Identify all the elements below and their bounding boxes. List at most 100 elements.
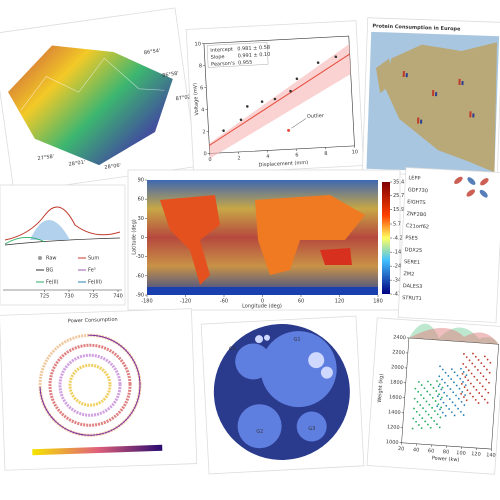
decor-point (464, 376, 467, 378)
x-tick-label: 725 (40, 294, 50, 300)
decor-point (477, 402, 480, 404)
decor-point (413, 407, 415, 410)
decor-point (436, 423, 438, 426)
decor-point (419, 404, 422, 406)
x-tick-label: 140 (486, 452, 496, 459)
decor-point (426, 390, 429, 393)
row-label: ZNF2B0 (406, 211, 426, 218)
decor-point (485, 378, 488, 381)
decor-point (463, 386, 466, 388)
x-tick-label: 120 (335, 299, 345, 305)
colorbar-label: -24.1 (393, 264, 406, 270)
x-tick-label: -180 (141, 299, 152, 305)
row-label: C21orf62 (406, 223, 429, 230)
decor-point (433, 410, 436, 412)
decor-point (473, 375, 476, 378)
decor-point (443, 391, 446, 394)
decor-point (430, 416, 433, 419)
axis-label: 28°01' (68, 159, 85, 167)
decor-point (472, 395, 474, 398)
decor-point (461, 390, 464, 393)
decor-point (420, 427, 423, 430)
chart-title: Power Consumption (68, 317, 118, 325)
x-tick-label: 180 (373, 299, 383, 305)
decor-point (483, 355, 486, 358)
decor-point (462, 381, 464, 383)
decor-point (438, 426, 441, 429)
x-tick-label: 60 (298, 299, 304, 305)
x-tick-label: 740 (113, 294, 123, 300)
decor-point (437, 403, 440, 406)
decor-point (481, 395, 483, 398)
colorbar-label: -4.2 (393, 236, 403, 242)
decor-point (487, 391, 490, 394)
decor-point (431, 406, 433, 409)
decor-point (415, 410, 418, 413)
decor-point (417, 424, 420, 426)
decor-point (414, 387, 417, 390)
x-tick-label: 0 (208, 157, 211, 163)
decor-point (422, 397, 425, 400)
correlation-panel: LEPP GDF730 EIGHTS ZNF2B0 C21orf62 PSE5 DDX25 S… (397, 167, 500, 323)
decor-point (454, 404, 457, 407)
decor-point (472, 385, 475, 388)
y-tick-label: -30 (136, 254, 144, 260)
decor-point (437, 395, 439, 398)
decor-point (437, 385, 440, 388)
annotation: Outlier (307, 113, 325, 120)
decor-point (474, 365, 476, 368)
y-tick-label: 2000 (391, 364, 404, 371)
decor-point (488, 381, 490, 384)
y-tick-label: 1600 (389, 394, 402, 401)
decor-point (411, 427, 414, 430)
x-tick-label: 80 (443, 449, 450, 455)
y-axis-label: Latitude (deg) (132, 219, 138, 255)
decor-point (478, 392, 481, 394)
decor-point (436, 380, 438, 383)
decor-point (438, 383, 441, 386)
legend-label: Sum (88, 256, 99, 262)
decor-point (445, 404, 448, 407)
decor-point (482, 375, 485, 378)
colorbar-label: -34 (393, 278, 401, 284)
decor-point (462, 414, 465, 416)
bubble-label: G3 (308, 426, 315, 432)
decor-point (460, 400, 463, 403)
decor-point (460, 382, 463, 385)
y-tick-label: 2200 (392, 349, 405, 356)
decor-point (469, 392, 472, 395)
decor-point (463, 353, 465, 355)
scatter-panel: 20 40 60 80 100 120 140 1000 1200 1400 1600 1800 200… (366, 317, 500, 475)
decor-point (427, 380, 429, 383)
x-tick-label: 2 (237, 155, 240, 161)
decor-point (441, 411, 444, 414)
decor-point (465, 374, 468, 377)
decor-point (483, 398, 486, 401)
decor-point (484, 388, 487, 391)
x-tick-label: 4 (266, 154, 269, 160)
decor-point (429, 426, 432, 429)
fit-panel: Intercept 0.981 ± 0.58 Slope 0.991 ± 0.10Pe… (185, 20, 364, 175)
axis-label: 86°58' (162, 71, 179, 79)
bubble-label: G1 (293, 336, 300, 342)
decor-point (429, 383, 432, 386)
y-tick-label: -90 (136, 293, 144, 299)
x-tick-label: 20 (398, 446, 405, 452)
decor-point (412, 417, 415, 420)
decor-point (429, 393, 431, 396)
decor-point (474, 355, 477, 358)
x-axis-label: Longitude (deg) (242, 304, 282, 310)
decor-point (441, 378, 444, 381)
decor-point (439, 408, 441, 411)
decor-point (425, 400, 428, 403)
x-tick-label: 730 (64, 294, 74, 300)
decor-point (443, 381, 446, 384)
legend-label: Fe(III) (88, 280, 102, 286)
decor-point (413, 397, 416, 400)
stat-name: Pearson's (211, 61, 236, 68)
x-tick-label: 0 (261, 299, 264, 305)
axis-label: 86°54' (144, 48, 161, 56)
row-label: EIGHTS (407, 199, 426, 206)
y-tick-label: 6 (200, 85, 203, 91)
